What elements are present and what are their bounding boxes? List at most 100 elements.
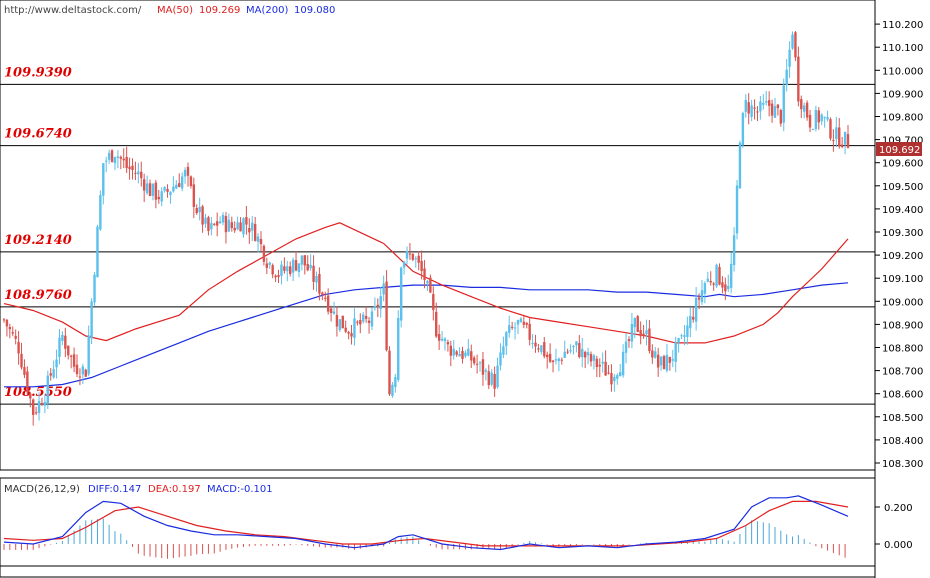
- level-label: 109.2140: [4, 233, 72, 248]
- candle-body: [399, 267, 403, 321]
- candle-body: [256, 236, 260, 242]
- candle-body: [607, 372, 610, 374]
- y-tick-label: 109.200: [882, 251, 923, 262]
- candle-body: [551, 360, 555, 363]
- candle-body: [753, 107, 756, 109]
- candle-body: [32, 399, 35, 415]
- candle-body: [648, 328, 651, 352]
- candle-body: [502, 346, 505, 355]
- candle-body: [505, 332, 508, 347]
- y-tick-label: 109.500: [882, 182, 923, 193]
- macd-layer: 0.200 0.000: [3, 495, 913, 559]
- candle-body: [472, 357, 476, 364]
- candle-body: [5, 319, 9, 327]
- candle-body: [186, 166, 190, 176]
- candle-body: [140, 171, 143, 179]
- candle-body: [20, 353, 23, 368]
- candle-body: [566, 351, 569, 353]
- candle-body: [183, 169, 187, 177]
- candle-body: [154, 182, 158, 200]
- ma-layer: [3, 222, 849, 388]
- y-tick-label: 110.100: [882, 43, 923, 54]
- candle-body: [490, 372, 493, 385]
- candle-body: [99, 195, 102, 230]
- candle-body: [802, 105, 806, 112]
- candle-body: [633, 317, 637, 328]
- y-tick-label: 108.900: [882, 320, 923, 331]
- candle-body: [90, 301, 93, 339]
- candle-body: [294, 260, 298, 271]
- candle-body: [689, 316, 692, 329]
- candle-body: [840, 144, 844, 148]
- candle-body: [586, 352, 590, 356]
- candle-body: [180, 176, 184, 189]
- candle-body: [808, 114, 812, 128]
- macd-tick-label: 0.200: [884, 503, 913, 514]
- candle-body: [96, 226, 99, 278]
- candle-body: [195, 208, 198, 214]
- candle-body: [312, 265, 315, 282]
- candle-body: [668, 356, 672, 363]
- candle-body: [277, 275, 280, 278]
- candle-body: [172, 186, 175, 192]
- candle-body: [189, 176, 193, 186]
- candle-body: [221, 215, 225, 223]
- candle-body: [619, 372, 622, 377]
- candle-body: [662, 356, 666, 369]
- level-label: 109.6740: [4, 127, 72, 142]
- candle-body: [721, 282, 724, 288]
- candle-body: [475, 363, 479, 365]
- candle-body: [411, 253, 415, 260]
- candle-body: [578, 343, 581, 358]
- candle-body: [735, 185, 739, 234]
- candle-body: [248, 228, 251, 233]
- y-tick-label: 109.800: [882, 113, 923, 124]
- candle-body: [621, 351, 625, 376]
- ma50-label: MA(50): [157, 5, 193, 16]
- candle-body: [747, 102, 750, 114]
- candle-body: [788, 49, 791, 67]
- candle-body: [318, 273, 321, 294]
- candle-body: [397, 318, 400, 380]
- candle-body: [560, 359, 563, 361]
- candle-body: [420, 260, 423, 272]
- candle-body: [487, 371, 490, 386]
- candle-body: [192, 184, 196, 208]
- candle-body: [230, 222, 233, 229]
- candle-body: [227, 219, 231, 232]
- candle-body: [773, 106, 777, 118]
- candle-body: [805, 102, 809, 118]
- candle-body: [797, 56, 800, 102]
- candle-body: [379, 296, 382, 310]
- candle-body: [838, 127, 841, 147]
- level-label: 109.9390: [4, 65, 72, 80]
- candle-body: [534, 342, 537, 347]
- candle-body: [245, 217, 248, 225]
- candle-body: [794, 32, 797, 58]
- y-tick-label: 109.100: [882, 274, 923, 285]
- candle-body: [835, 127, 838, 139]
- candle-body: [105, 160, 108, 162]
- candle-body: [659, 356, 663, 366]
- candle-body: [569, 350, 572, 352]
- candle-body: [545, 354, 549, 358]
- candle-body: [315, 276, 318, 283]
- candle-body: [829, 119, 832, 139]
- candle-body: [175, 184, 178, 189]
- candle-body: [429, 277, 432, 293]
- candle-body: [350, 333, 353, 337]
- candle-body: [289, 266, 292, 274]
- candle-body: [67, 345, 70, 356]
- candle-body: [283, 266, 286, 271]
- candle-body: [528, 323, 531, 340]
- candle-body: [575, 341, 578, 346]
- y-tick-label: 109.600: [882, 159, 923, 170]
- candle-body: [75, 364, 79, 375]
- candle-body: [589, 354, 593, 362]
- candle-body: [636, 316, 639, 332]
- candle-body: [604, 361, 607, 376]
- y-tick-label: 108.300: [882, 459, 923, 470]
- macd-dea-label: DEA:0.197: [148, 484, 201, 495]
- candle-body: [23, 367, 26, 375]
- candle-body: [583, 351, 587, 358]
